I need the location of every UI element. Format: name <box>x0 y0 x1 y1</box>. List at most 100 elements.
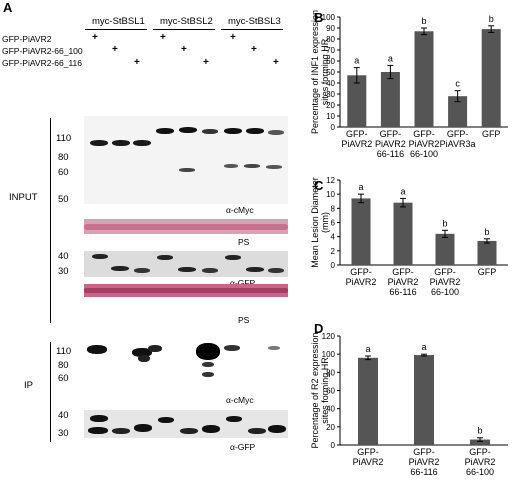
group-label-stbsl1: myc-StBSL1 <box>92 16 145 27</box>
blot-band <box>196 343 220 360</box>
blot-input-cmyc <box>84 116 288 204</box>
blot-band <box>224 164 238 168</box>
mw-30: 30 <box>58 266 69 277</box>
y-tick-label: 4 <box>331 233 336 242</box>
blot-band <box>88 427 108 434</box>
bar <box>481 29 501 128</box>
significance-letter: a <box>400 186 405 196</box>
blot-band <box>112 428 130 434</box>
blot-band <box>225 255 241 260</box>
group-underline-3 <box>221 29 283 30</box>
blot-ip-cmyc <box>84 342 288 390</box>
category-label: GFP-PiAVR2 66-100 <box>409 129 440 159</box>
plus-sign: + <box>160 32 166 43</box>
panel-a-label: A <box>3 0 13 15</box>
blot-band <box>158 417 174 423</box>
category-label: GFP-PiAVR2 <box>341 129 372 149</box>
plus-sign: + <box>134 57 140 68</box>
blot-band <box>87 345 107 354</box>
row-label-avr2-66-100: GFP-PiAVR2-66_100 <box>2 46 83 56</box>
significance-letter: b <box>442 218 447 228</box>
blot-band <box>202 425 220 433</box>
blot-band <box>202 362 214 367</box>
plus-sign: + <box>112 44 118 55</box>
blot-band <box>180 428 198 434</box>
significance-letter: c <box>455 79 460 89</box>
blot-label-ps1: PS <box>238 237 250 247</box>
blot-band <box>156 128 174 134</box>
blot-band <box>90 415 108 422</box>
bar <box>477 240 497 265</box>
ponceau-stain-2 <box>84 284 288 297</box>
plus-sign: + <box>92 32 98 43</box>
blot-band <box>226 416 242 422</box>
row-label-avr2: GFP-PiAVR2 <box>2 34 52 44</box>
blot-band <box>84 224 288 230</box>
panel-d-label: D <box>314 321 323 336</box>
significance-letter: a <box>358 182 363 192</box>
group-underline-2 <box>153 29 215 30</box>
blot-band <box>244 164 260 168</box>
y-tick-label: 0 <box>331 441 336 450</box>
y-tick-label: 0 <box>331 123 336 132</box>
mw-ip-110: 110 <box>56 346 72 357</box>
y-tick-label: 60 <box>326 387 335 396</box>
y-tick-label: 6 <box>331 219 336 228</box>
bar <box>448 96 468 127</box>
bar <box>414 31 434 127</box>
mw-80: 80 <box>58 152 69 163</box>
significance-letter: b <box>489 14 494 24</box>
blot-input-gfp <box>84 251 288 277</box>
blot-band <box>224 345 240 351</box>
ponceau-stain-1 <box>84 219 288 234</box>
y-tick-label: 120 <box>322 332 336 341</box>
blot-band <box>179 168 195 172</box>
blot-band <box>246 267 264 272</box>
group-underline-1 <box>85 29 147 30</box>
blot-band <box>138 355 150 362</box>
blot-band <box>178 267 196 272</box>
y-tick-label: 10 <box>326 112 335 121</box>
blot-band <box>179 127 197 133</box>
plus-sign: + <box>273 57 279 68</box>
blot-band <box>202 268 218 273</box>
blot-band <box>246 128 264 134</box>
y-tick-label: 12 <box>326 176 335 185</box>
mw-ip-40: 40 <box>58 410 69 421</box>
blot-label-ip-gfp: α-GFP <box>230 442 256 452</box>
y-tick-label: 2 <box>331 247 336 256</box>
y-tick-label: 90 <box>326 24 335 33</box>
significance-letter: b <box>477 426 482 436</box>
blot-band <box>112 140 130 146</box>
category-label: GFP-PiAVR2 66-116 <box>409 447 440 477</box>
significance-letter: b <box>484 227 489 237</box>
bar <box>393 202 413 265</box>
mw-40: 40 <box>58 251 69 262</box>
blot-band <box>266 165 282 169</box>
bar <box>470 439 490 445</box>
significance-letter: b <box>421 16 426 26</box>
plus-sign: + <box>251 44 257 55</box>
y-tick-label: 100 <box>322 13 336 22</box>
mw-110: 110 <box>56 133 72 144</box>
y-axis-label: Percentage of R2 expressionsites forming… <box>310 332 330 448</box>
significance-letter: a <box>388 53 393 63</box>
category-label: GFP-PiAVR2 66-116 <box>375 129 406 159</box>
category-label: GFP <box>482 129 501 139</box>
plus-sign: + <box>181 44 187 55</box>
input-label: INPUT <box>9 192 38 203</box>
row-label-avr2-66-116: GFP-PiAVR2-66_116 <box>2 58 82 68</box>
y-tick-label: 70 <box>326 46 335 55</box>
y-tick-label: 40 <box>326 79 335 88</box>
blot-band <box>90 140 108 146</box>
input-bracket <box>50 118 51 323</box>
category-label: GFP-PiAVR2 66-100 <box>430 267 461 297</box>
category-label: GFP-PiAVR3a <box>440 129 476 149</box>
panel-c-label: C <box>314 178 324 193</box>
y-tick-label: 20 <box>326 423 335 432</box>
blot-band <box>202 129 218 134</box>
bar <box>414 355 434 445</box>
blot-band <box>224 128 242 134</box>
bar <box>380 72 400 127</box>
